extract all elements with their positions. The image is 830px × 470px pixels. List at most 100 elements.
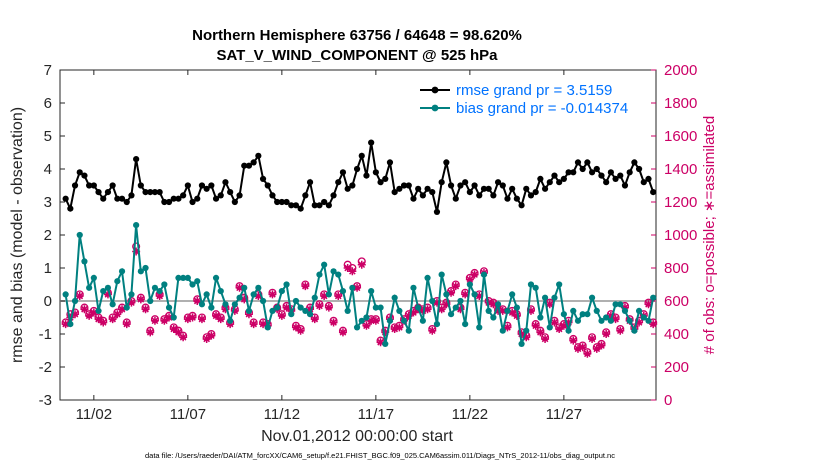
- y-tick-label: 3: [44, 194, 52, 211]
- bias-point: [227, 317, 234, 324]
- bias-point: [203, 291, 210, 298]
- rmse-point: [494, 179, 502, 186]
- bias-point: [245, 307, 253, 314]
- obs-assimilated-point: [390, 325, 399, 334]
- obs-assimilated-point: [71, 310, 80, 319]
- rmse-point: [118, 195, 126, 202]
- rmse-point: [631, 159, 638, 166]
- bias-point: [574, 317, 582, 324]
- rmse-point: [466, 189, 473, 196]
- rmse-point: [579, 165, 586, 173]
- rmse-point: [386, 159, 394, 166]
- bias-point: [86, 284, 93, 291]
- rmse-point: [170, 195, 177, 202]
- obs-assimilated-point: [494, 306, 503, 315]
- obs-assimilated-point: [404, 311, 413, 320]
- rmse-point: [288, 202, 295, 209]
- rmse-point: [570, 169, 577, 176]
- obs-assimilated-point: [188, 313, 197, 322]
- obs-assimilated-point: [174, 328, 183, 337]
- rmse-point: [62, 195, 69, 202]
- rmse-series: [62, 139, 657, 215]
- rmse-point: [90, 182, 97, 189]
- rmse-point: [278, 198, 285, 206]
- obs-assimilated-point: [395, 323, 404, 332]
- rmse-point: [556, 179, 563, 186]
- bias-point: [241, 284, 248, 291]
- bias-point: [330, 268, 337, 275]
- obs-assimilated-point: [254, 292, 263, 301]
- rmse-point: [231, 198, 238, 206]
- bias-point: [358, 317, 365, 324]
- rmse-point: [551, 172, 558, 179]
- rmse-point: [109, 182, 116, 189]
- obs-assimilated-point: [512, 311, 521, 320]
- y-right-tick-label: 800: [664, 260, 689, 277]
- rmse-point: [603, 179, 610, 186]
- bias-point: [114, 278, 121, 285]
- rmse-point: [368, 139, 375, 146]
- rmse-point: [81, 172, 88, 179]
- bias-point: [433, 321, 441, 328]
- bias-point: [471, 291, 478, 298]
- bias-point: [198, 301, 206, 308]
- bias-point: [212, 274, 220, 281]
- obs-assimilated-point: [437, 305, 446, 314]
- y-tick-label: 2: [44, 227, 52, 244]
- bias-point: [570, 307, 577, 314]
- rmse-point: [95, 189, 102, 196]
- bias-point: [306, 311, 314, 318]
- obs-assimilated-point: [183, 315, 192, 324]
- bias-point: [485, 307, 492, 314]
- rmse-point: [546, 179, 553, 186]
- obs-assimilated-point: [569, 336, 578, 345]
- rmse-point: [297, 205, 304, 212]
- bias-point: [217, 288, 224, 295]
- bias-point: [325, 291, 332, 298]
- rmse-point: [612, 175, 619, 182]
- rmse-point: [527, 192, 535, 199]
- bias-point: [631, 327, 638, 334]
- obs-assimilated-point: [277, 311, 286, 320]
- rmse-point: [396, 185, 403, 192]
- rmse-point: [321, 198, 328, 206]
- rmse-point: [165, 198, 173, 206]
- rmse-point: [137, 182, 144, 189]
- obs-assimilated-point: [132, 247, 141, 256]
- bias-point: [513, 304, 520, 311]
- obs-assimilated-point: [649, 320, 658, 329]
- legend-rmse-label: rmse grand pr = 3.5159: [456, 82, 612, 99]
- rmse-point: [513, 195, 520, 202]
- bias-point: [579, 311, 586, 318]
- rmse-point: [452, 195, 459, 202]
- bias-point: [236, 294, 243, 301]
- bias-point: [438, 271, 445, 278]
- rmse-point: [541, 185, 549, 192]
- obs-assimilated-point: [118, 305, 127, 314]
- rmse-point: [410, 195, 417, 202]
- bias-point: [344, 307, 351, 314]
- obs-assimilated-point: [240, 295, 249, 304]
- bias-point: [532, 284, 539, 291]
- bias-point: [278, 288, 285, 295]
- rmse-point: [447, 182, 455, 189]
- obs-assimilated-point: [620, 303, 629, 312]
- obs-assimilated-point: [212, 311, 221, 320]
- obs-assimilated-point: [635, 318, 644, 327]
- obs-assimilated-point: [329, 318, 338, 327]
- y-right-tick-label: 600: [664, 293, 689, 310]
- obs-assimilated-point: [644, 300, 653, 309]
- bias-point: [353, 324, 361, 331]
- y-axis-ticks: -3 -2 -1 0 1 2 3 4 5 6 7: [39, 62, 65, 409]
- bias-point: [142, 264, 149, 272]
- rmse-point: [485, 185, 492, 192]
- obs-assimilated-point: [442, 300, 451, 309]
- rmse-point: [67, 205, 74, 212]
- bias-point: [382, 340, 389, 347]
- bias-point: [603, 314, 610, 321]
- legend-rmse-marker: [431, 86, 439, 94]
- rmse-point: [259, 175, 267, 182]
- bias-point: [137, 268, 144, 275]
- bias-point: [466, 281, 473, 288]
- bias-point: [621, 307, 629, 314]
